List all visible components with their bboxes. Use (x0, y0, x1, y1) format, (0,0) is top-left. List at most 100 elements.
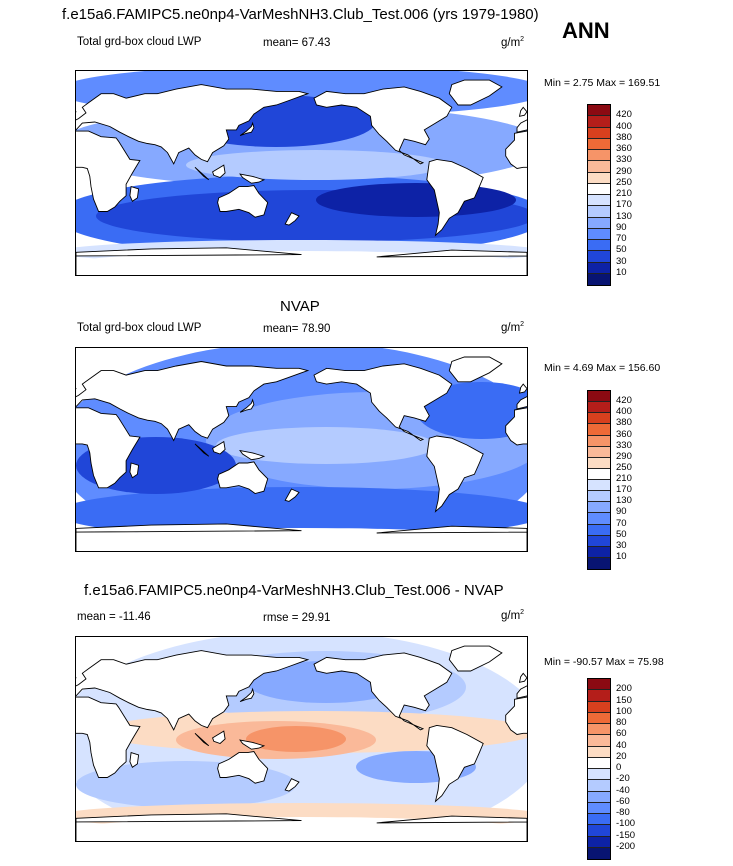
land-outline (76, 361, 310, 442)
panel3-units: g/m2 (501, 609, 525, 622)
colorbar-swatch (588, 435, 610, 447)
colorbar-tick-label: 210 (616, 473, 632, 484)
land-outline (313, 652, 453, 731)
colorbar-tick-label: 30 (616, 255, 627, 267)
panel3-minmax: Min = -90.57 Max = 75.98 (544, 656, 664, 668)
colorbar-3 (587, 678, 611, 860)
map-panel-2 (75, 347, 528, 552)
land-outline (376, 525, 527, 551)
season-label: ANN (562, 18, 610, 43)
colorbar-tick-label: 200 (616, 683, 632, 695)
land-outline (212, 164, 226, 179)
colorbar-tick-label: 70 (616, 233, 627, 244)
colorbar-tick-label: 60 (616, 728, 627, 740)
colorbar-swatch (588, 757, 610, 769)
land-outline (129, 752, 140, 768)
colorbar-swatch (588, 524, 610, 536)
colorbar-swatch (588, 825, 610, 837)
colorbar-tick-label: -20 (616, 773, 630, 785)
colorbar-tick-label: 250 (616, 176, 632, 188)
colorbar-swatch (588, 206, 610, 218)
colorbar-tick-label: 10 (616, 550, 627, 562)
panel2-mean: mean= 78.90 (263, 323, 331, 335)
colorbar-swatch (588, 491, 610, 503)
colorbar-swatch (588, 402, 610, 414)
colorbar-tick-label: 90 (616, 506, 627, 518)
colorbar-1 (587, 104, 611, 286)
colorbar-tick-label: 330 (616, 154, 632, 166)
colorbar-swatch (588, 127, 610, 139)
colorbar-tick-label: 150 (616, 694, 632, 706)
colorbar-swatch (588, 802, 610, 814)
colorbar-tick-label: 80 (616, 717, 627, 728)
land-outline (284, 778, 300, 792)
land-outline (129, 186, 140, 202)
colorbar-tick-label: 170 (616, 199, 632, 211)
colorbar-swatch (588, 262, 610, 274)
land-outline (129, 462, 140, 479)
colorbar-tick-label: 210 (616, 188, 632, 199)
panel1-minmax: Min = 2.75 Max = 169.51 (544, 77, 661, 89)
colorbar-swatch (588, 468, 610, 480)
colorbar-swatch (588, 546, 610, 558)
land-outline (76, 813, 302, 841)
land-outline (313, 363, 453, 442)
colorbar-tick-label: -80 (616, 807, 630, 818)
colorbar-swatch (588, 814, 610, 826)
contour-fill (316, 183, 516, 217)
land-outline (217, 461, 269, 494)
colorbar-tick-label: 50 (616, 528, 627, 540)
colorbar-swatch (588, 228, 610, 240)
panel1-units: g/m2 (501, 36, 525, 49)
colorbar-swatch (588, 391, 610, 403)
land-outline (239, 398, 255, 413)
colorbar-tick-label: -200 (616, 840, 636, 852)
colorbar-swatch (588, 724, 610, 736)
land-outline (239, 739, 266, 750)
colorbar-swatch (588, 701, 610, 713)
panel3-rmse: rmse = 29.91 (263, 612, 331, 624)
land-outline (505, 130, 527, 169)
land-outline (284, 488, 300, 502)
panel2-left-label: Total grd-box cloud LWP (77, 322, 202, 334)
land-outline (516, 685, 527, 699)
land-outline (376, 815, 527, 841)
colorbar-tick-label: 30 (616, 539, 627, 551)
land-outline (76, 650, 310, 731)
land-outline (239, 687, 255, 703)
colorbar-3-labels: 200 150 100 80 60 40 20 0 -20 -40 -60 -80 -100 -150 -2… (616, 678, 656, 858)
colorbar-swatch (588, 735, 610, 747)
colorbar-2 (587, 390, 611, 570)
colorbar-swatch (588, 161, 610, 173)
land-outline (217, 185, 269, 218)
colorbar-swatch (588, 502, 610, 514)
panel1-mean: mean= 67.43 (263, 37, 331, 49)
figure-title: f.e15a6.FAMIPC5.ne0np4-VarMeshNH3.Club_T… (62, 6, 539, 23)
colorbar-swatch (588, 217, 610, 229)
land-outline (448, 79, 503, 106)
panel2-units: g/m2 (501, 321, 525, 334)
contour-fill (76, 528, 527, 551)
land-outline (448, 356, 503, 383)
colorbar-swatch (588, 480, 610, 492)
land-outline (76, 84, 310, 165)
land-outline (194, 443, 210, 457)
panel2-minmax: Min = 4.69 Max = 156.60 (544, 362, 661, 374)
land-outline (376, 249, 527, 275)
land-outline (212, 440, 226, 455)
colorbar-swatch (588, 535, 610, 547)
land-outline (284, 212, 300, 226)
land-outline (505, 407, 527, 446)
colorbar-tick-label: 290 (616, 450, 632, 462)
land-outline (239, 449, 266, 461)
colorbar-tick-label: -60 (616, 795, 630, 807)
colorbar-tick-label: 100 (616, 705, 632, 717)
colorbar-swatch (588, 847, 610, 859)
colorbar-tick-label: 40 (616, 739, 627, 751)
colorbar-tick-label: 20 (616, 750, 627, 762)
colorbar-swatch (588, 457, 610, 469)
colorbar-swatch (588, 557, 610, 569)
colorbar-tick-label: 50 (616, 244, 627, 256)
land-outline (516, 396, 527, 410)
land-outline (516, 119, 527, 133)
